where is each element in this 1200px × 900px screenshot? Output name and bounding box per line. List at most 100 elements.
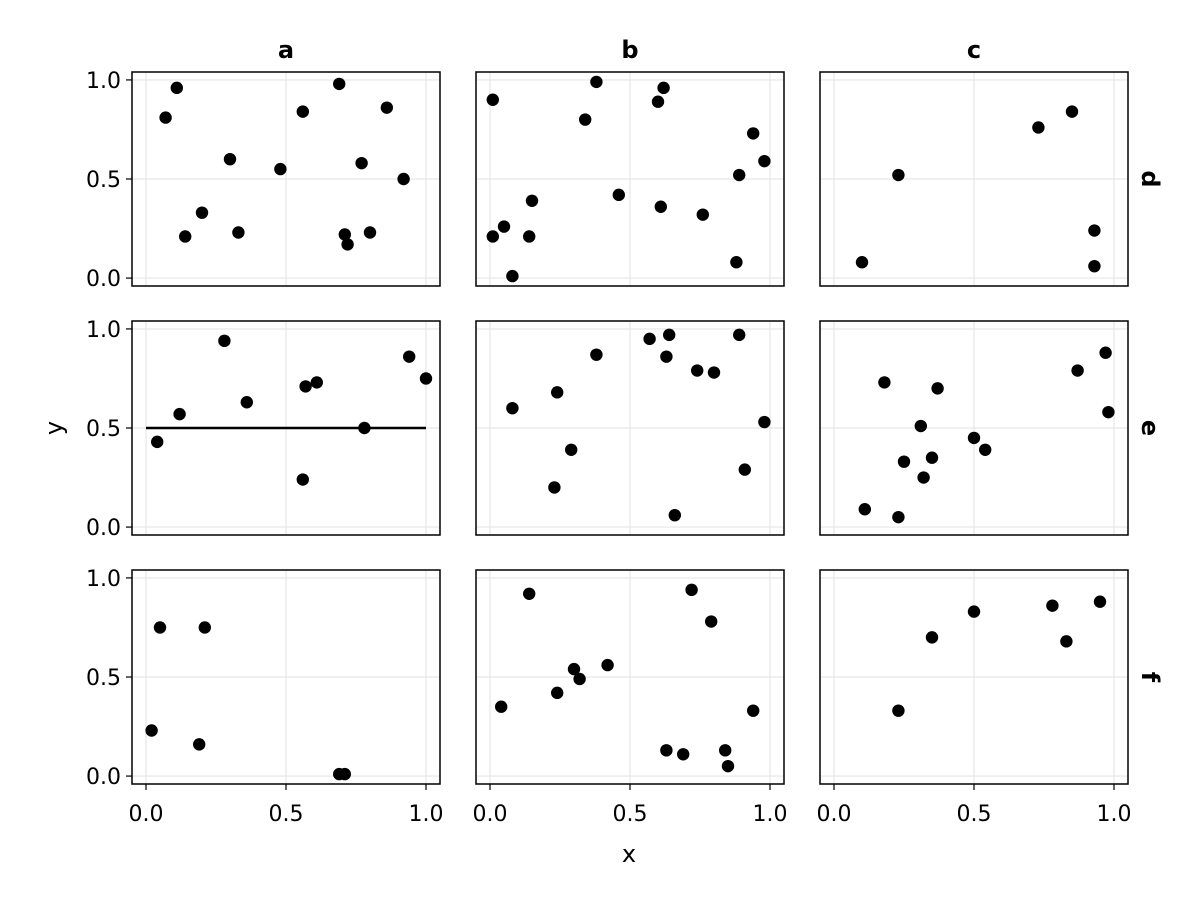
data-point-ad-7	[296, 105, 309, 118]
data-point-ae-5	[299, 380, 312, 393]
data-point-ae-4	[296, 473, 309, 486]
data-point-be-11	[733, 328, 746, 342]
data-point-ae-0	[151, 435, 164, 449]
data-point-be-8	[668, 508, 681, 522]
column-title-a: a	[278, 36, 294, 64]
data-point-be-5	[643, 332, 656, 346]
mark-layer	[145, 75, 1115, 781]
data-point-bd-2	[497, 220, 511, 233]
data-point-be-0	[506, 401, 519, 415]
x-tick-label-1-2: 1.0	[753, 802, 788, 827]
data-point-ad-4	[195, 206, 209, 219]
data-point-bd-10	[654, 200, 667, 213]
data-point-bd-1	[486, 230, 499, 243]
data-point-be-1	[548, 481, 561, 494]
data-point-ce-2	[892, 510, 905, 524]
x-axis-label: x	[622, 840, 636, 868]
data-point-be-7	[663, 328, 676, 342]
data-point-bd-11	[657, 81, 670, 95]
data-point-ce-7	[931, 382, 944, 395]
data-point-ce-10	[1071, 364, 1084, 377]
x-tick-label-1-1: 0.5	[613, 802, 648, 827]
data-point-be-3	[565, 443, 578, 456]
data-point-bf-11	[721, 759, 735, 773]
data-point-af-5	[338, 767, 351, 781]
data-point-ce-1	[878, 376, 891, 389]
y-tick-label-2-0: 0.0	[86, 765, 121, 790]
data-point-cd-5	[1088, 259, 1101, 273]
panel-frame-cd	[819, 71, 1129, 287]
data-point-ad-3	[179, 230, 192, 243]
data-point-cd-3	[1065, 105, 1079, 118]
data-point-ae-9	[419, 372, 433, 385]
data-point-ad-13	[363, 226, 377, 239]
data-point-cd-4	[1088, 224, 1101, 237]
data-point-ce-3	[897, 455, 911, 468]
data-point-ae-1	[173, 407, 186, 421]
data-point-cd-0	[855, 256, 869, 269]
data-point-be-9	[691, 364, 704, 377]
x-tick-label-1-0: 0.0	[473, 802, 508, 827]
data-point-bd-13	[730, 256, 743, 269]
data-point-cf-4	[1060, 635, 1073, 648]
row-title-e: e	[1136, 420, 1164, 436]
data-point-be-6	[660, 350, 673, 363]
data-point-ae-2	[218, 334, 231, 348]
data-point-cf-1	[925, 631, 939, 644]
data-point-ce-11	[1099, 346, 1112, 359]
y-tick-label-2-1: 0.5	[86, 666, 121, 691]
y-axis-label: y	[40, 421, 68, 435]
data-point-bd-16	[758, 154, 771, 168]
panel-frame-ce	[819, 320, 1129, 536]
data-point-bd-14	[733, 168, 746, 182]
panel-frame-be	[475, 320, 785, 536]
data-point-ad-6	[274, 162, 287, 176]
y-tick-label-0-1: 0.5	[86, 168, 121, 193]
y-tick-label-0-2: 1.0	[86, 69, 121, 94]
data-point-bd-6	[579, 113, 592, 126]
data-point-ce-0	[858, 503, 871, 516]
data-point-ad-8	[333, 77, 346, 91]
data-point-ae-6	[310, 376, 323, 389]
data-point-cf-5	[1093, 595, 1107, 608]
data-point-af-2	[193, 738, 206, 751]
x-tick-label-2-2: 1.0	[1097, 802, 1132, 827]
column-title-b: b	[621, 36, 638, 64]
data-point-ad-2	[223, 152, 237, 166]
x-tick-label-0-0: 0.0	[129, 802, 164, 827]
data-point-bd-5	[525, 194, 539, 207]
data-point-cf-0	[892, 704, 905, 717]
data-point-ae-3	[240, 396, 253, 409]
y-tick-label-0-0: 0.0	[86, 267, 121, 292]
data-point-ad-1	[170, 81, 183, 95]
data-point-ce-12	[1102, 405, 1115, 419]
data-point-be-4	[590, 348, 603, 361]
data-point-ad-9	[355, 156, 368, 170]
row-title-d: d	[1136, 170, 1164, 187]
data-point-bf-8	[685, 583, 698, 597]
data-point-bf-1	[523, 587, 536, 600]
data-point-af-0	[145, 724, 158, 737]
data-point-bf-5	[601, 658, 614, 672]
data-point-bd-9	[651, 95, 665, 108]
data-point-bf-7	[677, 748, 690, 761]
data-point-cd-1	[892, 168, 905, 182]
data-point-ad-0	[159, 111, 172, 124]
data-point-bd-7	[590, 75, 603, 89]
y-tick-label-1-2: 1.0	[86, 318, 121, 343]
label-layer: a b c d e f 0.0 0.5 1.0 0.0 0.5 1.0 0.0 0.5 1.0 0.0 0.5 1…	[86, 36, 1164, 827]
data-point-cf-3	[1046, 599, 1059, 612]
y-tick-label-1-1: 0.5	[86, 417, 121, 442]
data-point-bf-6	[660, 744, 673, 757]
data-point-ad-10	[380, 101, 393, 114]
data-point-ce-6	[925, 451, 939, 464]
data-point-ce-9	[979, 443, 992, 456]
data-point-be-10	[707, 366, 721, 379]
data-point-bf-12	[747, 704, 760, 717]
data-point-ce-5	[917, 471, 930, 484]
data-point-ad-14	[341, 238, 354, 251]
data-point-be-2	[551, 386, 564, 399]
data-point-bd-4	[523, 230, 536, 243]
data-point-cf-2	[967, 605, 981, 618]
data-point-ad-5	[232, 226, 245, 239]
